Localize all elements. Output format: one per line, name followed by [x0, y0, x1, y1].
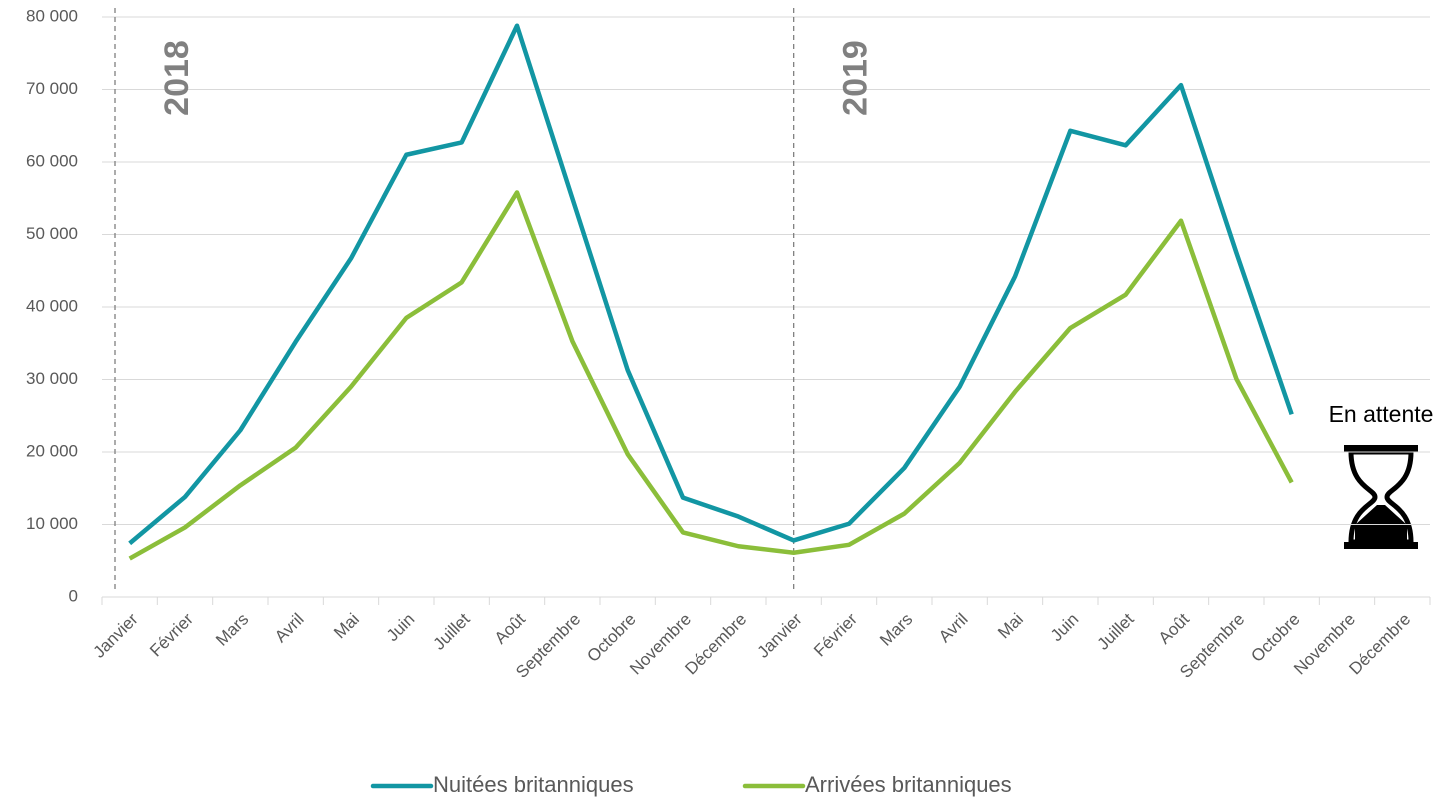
x-tick-label: Juillet: [429, 609, 473, 653]
x-tick-label: Mai: [330, 610, 363, 643]
year-label: 2018: [158, 40, 196, 116]
y-tick-label: 70 000: [26, 79, 78, 98]
x-tick-label: Janvier: [753, 609, 805, 661]
x-tick-label: Février: [146, 609, 197, 660]
y-tick-label: 40 000: [26, 296, 78, 315]
year-label: 2019: [837, 40, 875, 116]
x-tick-label: Janvier: [89, 609, 141, 661]
y-tick-label: 60 000: [26, 151, 78, 170]
legend-label: Nuitées britanniques: [433, 772, 634, 797]
x-tick-label: Février: [810, 609, 861, 660]
x-tick-label: Mai: [994, 610, 1027, 643]
x-tick-label: Mars: [876, 610, 916, 650]
legend-label: Arrivées britanniques: [805, 772, 1012, 797]
annotation: En attente: [1329, 401, 1434, 427]
x-tick-label: Juillet: [1093, 609, 1137, 653]
x-tick-label: Août: [491, 609, 529, 647]
x-tick-label: Juin: [383, 610, 418, 645]
x-tick-label: Avril: [935, 610, 972, 647]
x-tick-label: Octobre: [1247, 610, 1303, 666]
y-tick-label: 20 000: [26, 441, 78, 460]
y-tick-label: 50 000: [26, 224, 78, 243]
x-tick-label: Avril: [271, 610, 308, 647]
series-line: [128, 23, 1294, 546]
y-tick-label: 0: [69, 586, 78, 605]
x-tick-label: Août: [1155, 609, 1193, 647]
hourglass-icon: [1344, 445, 1418, 549]
x-tick-label: Mars: [212, 610, 252, 650]
series-line: [128, 190, 1294, 561]
y-tick-label: 10 000: [26, 514, 78, 533]
x-tick-label: Juin: [1047, 610, 1082, 645]
y-tick-label: 30 000: [26, 369, 78, 388]
x-tick-label: Octobre: [583, 610, 639, 666]
y-tick-label: 80 000: [26, 6, 78, 25]
